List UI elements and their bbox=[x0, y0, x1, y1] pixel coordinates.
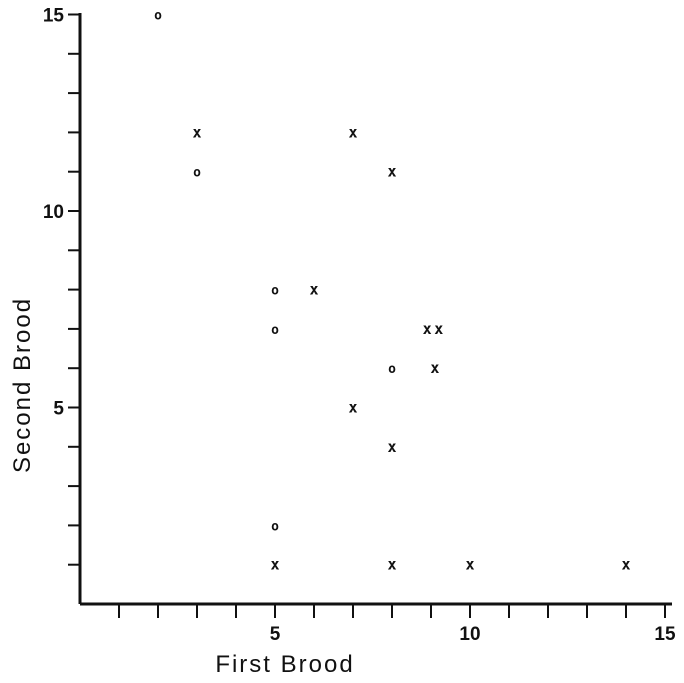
data-point-x: x bbox=[430, 359, 439, 377]
axes bbox=[78, 13, 672, 606]
data-point-o: o bbox=[271, 284, 279, 299]
data-point-x: x bbox=[348, 123, 357, 141]
x-tick-label: 5 bbox=[270, 624, 281, 645]
data-point-x: x bbox=[270, 556, 279, 574]
data-point-x: x bbox=[387, 438, 396, 456]
data-point-x: x bbox=[434, 320, 443, 338]
data-point-x: x bbox=[192, 123, 201, 141]
data-point-o: o bbox=[388, 362, 396, 377]
y-tick-label: 15 bbox=[43, 6, 65, 27]
y-ticks bbox=[68, 13, 80, 566]
y-axis-title: Second Brood bbox=[9, 297, 36, 473]
x-tick-labels: 5 10 15 bbox=[270, 624, 676, 645]
x-axis-title: First Brood bbox=[215, 651, 354, 678]
x-ticks bbox=[118, 604, 666, 618]
data-point-x: x bbox=[387, 163, 396, 181]
x-tick-label: 15 bbox=[654, 624, 676, 645]
data-point-o: o bbox=[271, 519, 279, 534]
y-tick-label: 5 bbox=[53, 399, 64, 420]
data-point-x: x bbox=[621, 556, 630, 574]
y-tick-labels: 5 10 15 bbox=[43, 6, 65, 420]
data-point-x: x bbox=[423, 320, 432, 338]
y-tick-label: 10 bbox=[43, 202, 64, 223]
data-point-x: x bbox=[309, 281, 318, 299]
data-point-x: x bbox=[387, 556, 396, 574]
data-point-x: x bbox=[348, 399, 357, 417]
data-point-o: o bbox=[271, 323, 279, 338]
data-point-o: o bbox=[193, 166, 201, 181]
data-point-o: o bbox=[154, 9, 162, 24]
data-point-x: x bbox=[465, 556, 474, 574]
x-tick-label: 10 bbox=[459, 624, 480, 645]
